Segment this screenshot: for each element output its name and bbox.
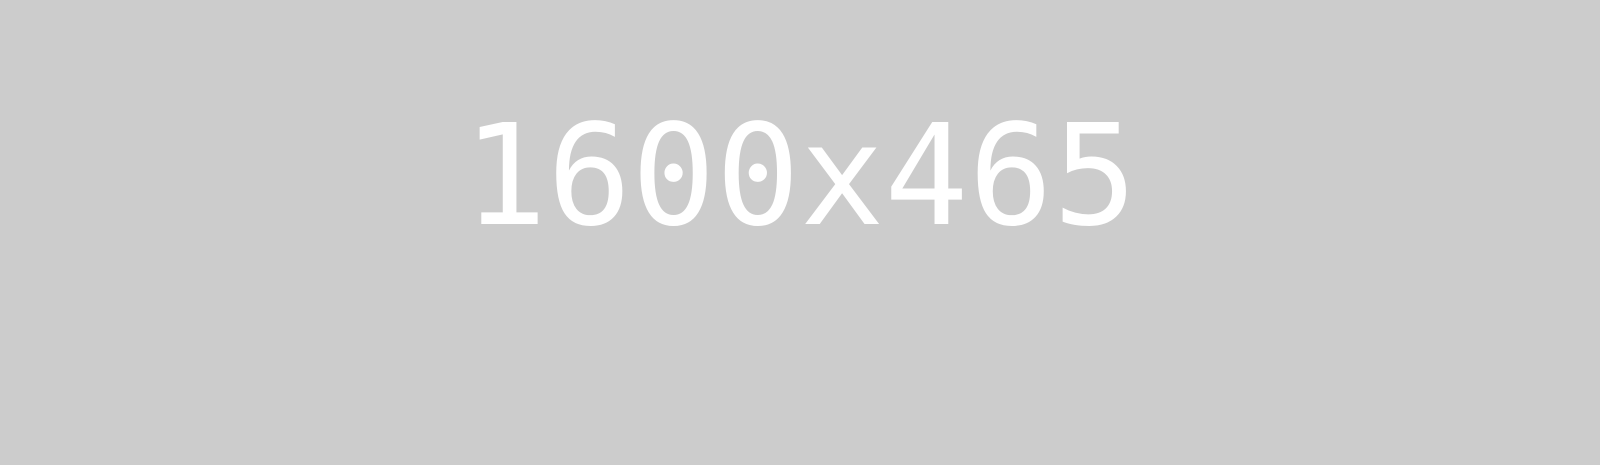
- placeholder-dimensions-label: 1600x465: [462, 95, 1138, 258]
